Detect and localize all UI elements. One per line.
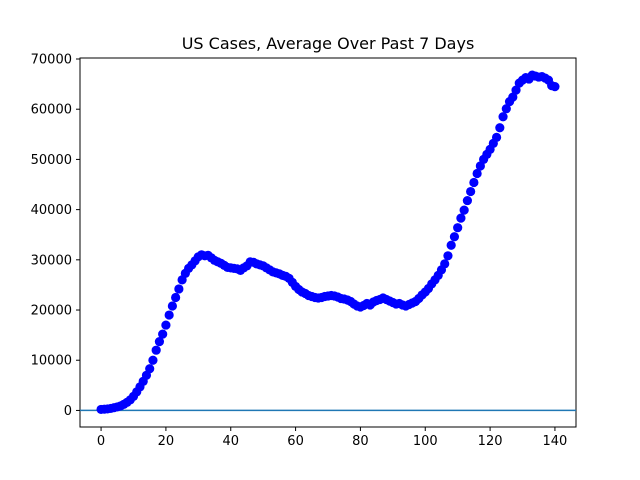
data-point [167,301,177,311]
y-tick-label: 60000 [31,103,72,118]
x-tick-label: 0 [97,434,105,449]
data-point [151,345,161,355]
y-tick-label: 50000 [31,153,72,168]
chart-title: US Cases, Average Over Past 7 Days [182,34,475,53]
data-point [550,82,560,92]
data-point [501,104,511,114]
data-point [466,186,476,197]
data-point [154,337,165,347]
y-tick-label: 30000 [31,253,72,268]
data-point [472,168,482,179]
data-point [440,259,450,269]
y-tick-label: 0 [64,404,72,419]
data-point [459,205,469,215]
data-point [456,213,466,223]
data-point [508,92,518,102]
y-tick-label: 40000 [31,203,72,218]
data-point [443,251,453,261]
y-axis-ticks: 0 10000 20000 30000 40000 50000 60000 70000 [31,53,80,419]
y-tick-label: 20000 [31,304,72,319]
x-axis-ticks: 0 20 40 60 80 100 120 140 [97,427,567,449]
x-tick-label: 80 [352,434,369,449]
data-point [164,310,174,320]
data-point [498,112,508,122]
data-point [495,123,505,133]
y-tick-label: 70000 [31,53,72,68]
data-points [96,70,560,415]
data-point [511,85,521,95]
data-point [145,364,155,374]
data-point [148,355,158,365]
data-point [174,284,184,294]
x-tick-label: 20 [158,434,175,449]
data-point [453,223,463,233]
data-point [171,292,181,303]
x-tick-label: 60 [287,434,304,449]
data-point [446,240,456,250]
data-point [469,177,479,188]
data-point [161,320,171,330]
data-point [462,195,472,206]
x-tick-label: 100 [413,434,438,449]
plot-area [79,57,577,428]
data-point [158,329,168,339]
x-tick-label: 140 [543,434,568,449]
data-point [491,132,502,142]
x-tick-label: 120 [478,434,503,449]
x-tick-label: 40 [222,434,239,449]
data-point [449,232,460,242]
y-tick-label: 10000 [31,354,72,369]
